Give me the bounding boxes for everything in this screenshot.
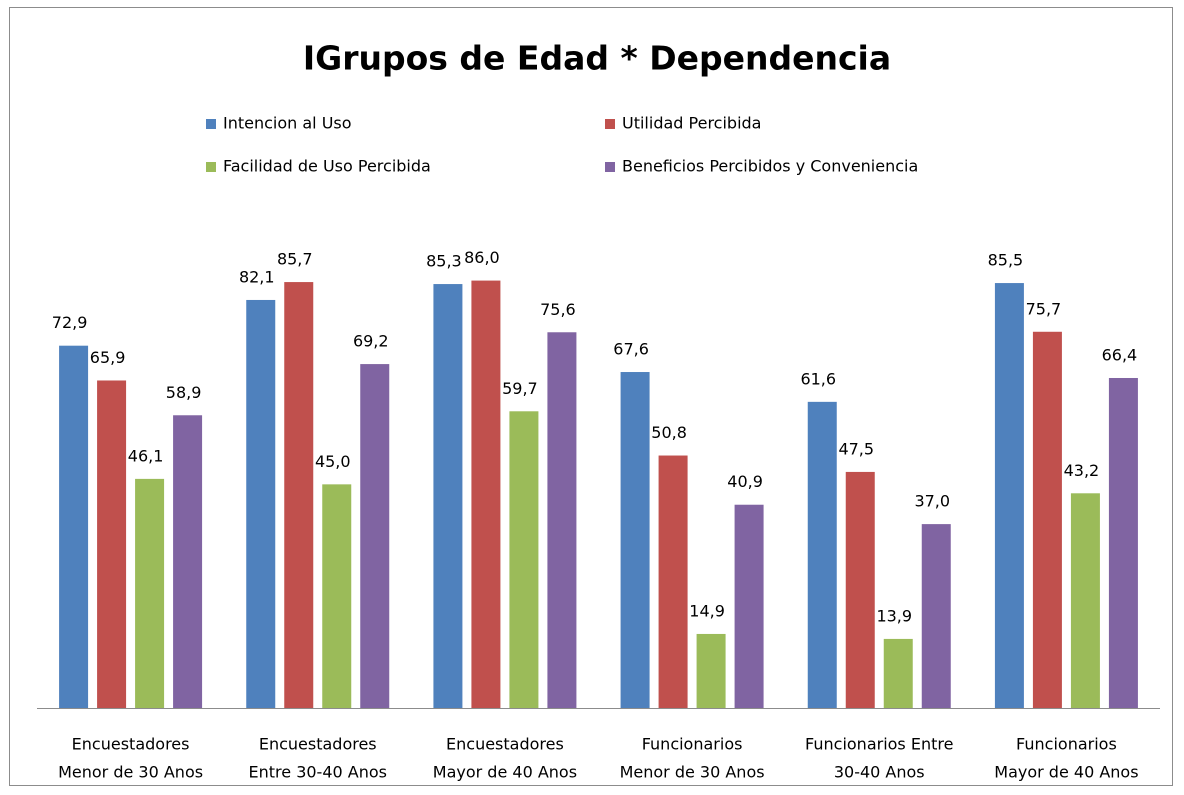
- bar: [1032, 331, 1062, 708]
- chart-frame: [9, 7, 1173, 786]
- bar: [845, 471, 875, 708]
- legend-label: Intencion al Uso: [223, 114, 352, 133]
- bar: [135, 478, 165, 708]
- data-label: 85,3: [426, 252, 462, 271]
- data-label: 67,6: [613, 340, 649, 359]
- data-label: 58,9: [166, 383, 202, 402]
- bar: [807, 401, 837, 708]
- data-label: 40,9: [727, 472, 763, 491]
- x-tick-label: Menor de 30 Anos: [620, 763, 765, 782]
- bar: [284, 282, 314, 708]
- data-label: 47,5: [838, 439, 874, 458]
- x-tick-label: Mayor de 40 Anos: [433, 763, 577, 782]
- data-label: 85,7: [277, 250, 313, 269]
- data-label: 72,9: [52, 313, 88, 332]
- data-label: 85,5: [988, 251, 1024, 270]
- data-label: 82,1: [239, 267, 275, 286]
- legend-label: Beneficios Percibidos y Conveniencia: [622, 157, 918, 176]
- x-tick-label: Encuestadores: [72, 735, 190, 754]
- legend-swatch: [605, 119, 615, 129]
- legend-label: Facilidad de Uso Percibida: [223, 157, 431, 176]
- chart-title: IGrupos de Edad * Dependencia: [303, 39, 891, 78]
- bar: [322, 484, 352, 708]
- bar: [994, 283, 1024, 708]
- data-label: 59,7: [502, 379, 538, 398]
- data-label: 66,4: [1102, 345, 1138, 364]
- bar: [59, 345, 89, 708]
- legend-swatch: [605, 162, 615, 172]
- x-tick-label: Funcionarios: [1016, 735, 1117, 754]
- data-label: 46,1: [128, 446, 164, 465]
- bar: [547, 332, 577, 708]
- bar: [1108, 377, 1138, 708]
- bar: [921, 524, 951, 708]
- data-label: 37,0: [914, 492, 950, 511]
- x-tick-label: Funcionarios: [642, 735, 743, 754]
- bar: [1070, 493, 1100, 708]
- legend-swatch: [206, 162, 216, 172]
- data-label: 45,0: [315, 452, 351, 471]
- data-label: 65,9: [90, 348, 126, 367]
- data-label: 75,6: [540, 300, 576, 319]
- bar: [658, 455, 688, 708]
- bar: [620, 372, 650, 708]
- bar: [696, 633, 726, 708]
- data-label: 86,0: [464, 248, 500, 267]
- data-label: 13,9: [876, 606, 912, 625]
- legend-swatch: [206, 119, 216, 129]
- x-tick-label: Entre 30-40 Anos: [249, 763, 387, 782]
- bar: [509, 411, 539, 708]
- bar: [97, 380, 127, 708]
- legend-label: Utilidad Percibida: [622, 114, 761, 133]
- data-label: 43,2: [1064, 461, 1100, 480]
- bar: [246, 299, 276, 708]
- data-label: 61,6: [800, 369, 836, 388]
- bar: [173, 415, 203, 708]
- x-tick-label: Encuestadores: [259, 735, 377, 754]
- bar: [883, 638, 913, 708]
- data-label: 14,9: [689, 601, 725, 620]
- data-label: 75,7: [1026, 299, 1062, 318]
- bar: [360, 364, 390, 708]
- bar: [433, 284, 463, 708]
- x-tick-label: Mayor de 40 Anos: [994, 763, 1138, 782]
- x-tick-label: Funcionarios Entre: [805, 735, 953, 754]
- x-tick-label: Encuestadores: [446, 735, 564, 754]
- x-tick-label: Menor de 30 Anos: [58, 763, 203, 782]
- data-label: 50,8: [651, 423, 687, 442]
- data-label: 69,2: [353, 332, 389, 351]
- bar: [734, 504, 764, 708]
- bar: [471, 280, 501, 708]
- x-tick-label: 30-40 Anos: [834, 763, 925, 782]
